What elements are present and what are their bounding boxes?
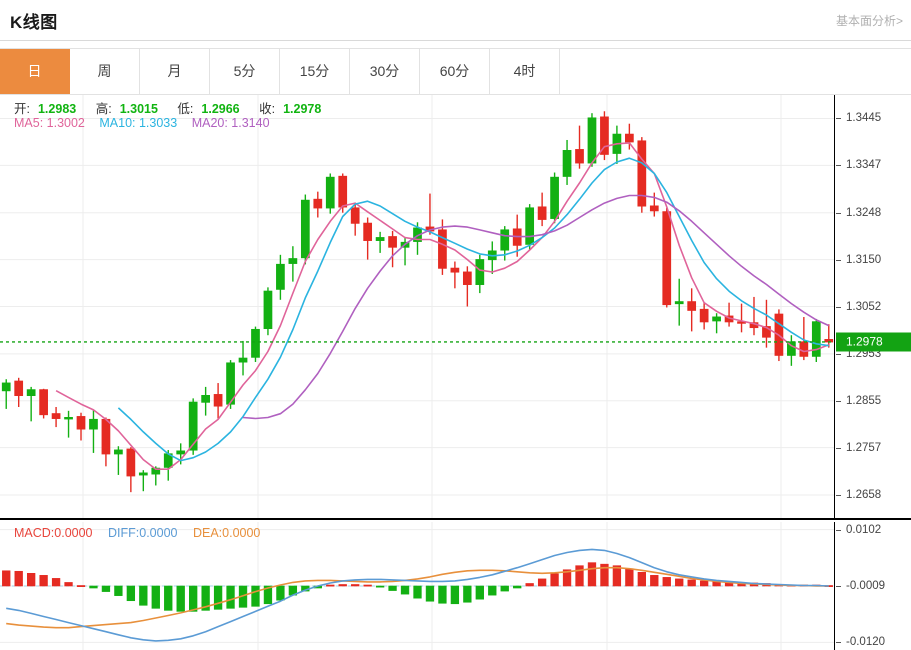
price-axis-label: 1.3248	[846, 206, 882, 219]
price-axis-tick	[836, 212, 841, 214]
low-label: 低:	[177, 102, 194, 116]
macd-axis-tick	[836, 586, 841, 587]
diff-legend-value: DIFF:0.0000	[108, 526, 178, 540]
price-axis-tick	[836, 353, 841, 355]
low-value: 1.2966	[201, 102, 240, 116]
price-axis-label: 1.3150	[846, 253, 882, 266]
dea-legend-value: DEA:0.0000	[192, 526, 261, 540]
price-axis-label: 1.2757	[846, 441, 882, 454]
macd-axis-tick	[836, 642, 841, 644]
open-value: 1.2983	[37, 102, 77, 116]
price-axis-label: 1.2658	[846, 489, 882, 502]
close-value: 1.2978	[283, 102, 322, 116]
tab-5[interactable]: 30分	[350, 49, 420, 94]
price-axis-tick	[836, 495, 841, 497]
ma-legend: MA5: 1.3002 MA10: 1.3033 MA20: 1.3140	[14, 116, 281, 130]
ma5-legend-value: MA5: 1.3002	[14, 116, 85, 130]
tab-4[interactable]: 15分	[280, 49, 350, 94]
macd-svg	[0, 522, 834, 650]
high-label: 高:	[95, 102, 112, 116]
ohlc-legend: 开: 1.2983 高: 1.3015 低: 1.2966 收: 1.2978	[14, 98, 337, 117]
tab-3[interactable]: 5分	[210, 49, 280, 94]
macd-axis-label: 0.0102	[846, 523, 882, 536]
tab-6[interactable]: 60分	[420, 49, 490, 94]
ma10-legend-value: MA10: 1.3033	[99, 116, 178, 130]
chart-area: 开: 1.2983 高: 1.3015 低: 1.2966 收: 1.2978 MA5:…	[0, 95, 911, 650]
ma20-legend-value: MA20: 1.3140	[191, 116, 270, 130]
price-axis-tick	[836, 118, 841, 120]
macd-axis-label: -0.0009	[846, 580, 886, 592]
page-header: K线图 基本面分析>	[0, 0, 911, 41]
candlestick-panel: 开: 1.2983 高: 1.3015 低: 1.2966 收: 1.2978 MA5:…	[0, 95, 911, 520]
price-axis-tick	[836, 259, 841, 261]
macd-axis-label: -0.0120	[846, 636, 886, 649]
macd-panel: MACD:0.0000 DIFF:0.0000 DEA:0.0000 0.010…	[0, 522, 911, 650]
macd-axis-tick	[836, 529, 841, 531]
fundamental-analysis-link[interactable]: 基本面分析>	[835, 14, 903, 28]
price-axis-label: 1.3052	[846, 300, 882, 313]
price-axis-tick	[836, 447, 841, 449]
price-axis-label: 1.3347	[846, 159, 882, 172]
timeframe-tabbar: 日周月 5分 15分 30分 60分 4时	[0, 48, 911, 95]
tab-1[interactable]: 周	[70, 49, 140, 94]
page-title: K线图	[10, 13, 58, 32]
close-label: 收:	[259, 102, 276, 116]
macd-plot[interactable]: MACD:0.0000 DIFF:0.0000 DEA:0.0000	[0, 522, 835, 650]
price-axis-tick	[836, 306, 841, 308]
tabbar-filler	[560, 49, 911, 94]
macd-legend: MACD:0.0000 DIFF:0.0000 DEA:0.0000	[14, 526, 272, 540]
price-axis-label: 1.2855	[846, 394, 882, 407]
macd-axis: 0.0102 -0.0009 -0.0120	[836, 522, 911, 650]
open-label: 开:	[14, 102, 30, 116]
price-axis: 1.3445 1.3347 1.3248 1.3150 1.3052 1.2953 1.28…	[836, 95, 911, 518]
candlestick-plot[interactable]: 开: 1.2983 高: 1.3015 低: 1.2966 收: 1.2978 MA5:…	[0, 95, 835, 518]
current-price-badge: 1.2978	[836, 332, 911, 352]
price-axis-tick	[836, 165, 841, 167]
tab-2[interactable]: 月	[140, 49, 210, 94]
price-axis-label: 1.3445	[846, 112, 882, 125]
macd-legend-value: MACD:0.0000	[14, 526, 93, 540]
candlestick-svg	[0, 95, 834, 518]
tab-7[interactable]: 4时	[490, 49, 560, 94]
high-value: 1.3015	[119, 102, 158, 116]
tab-0[interactable]: 日	[0, 49, 70, 94]
price-axis-tick	[836, 400, 841, 402]
